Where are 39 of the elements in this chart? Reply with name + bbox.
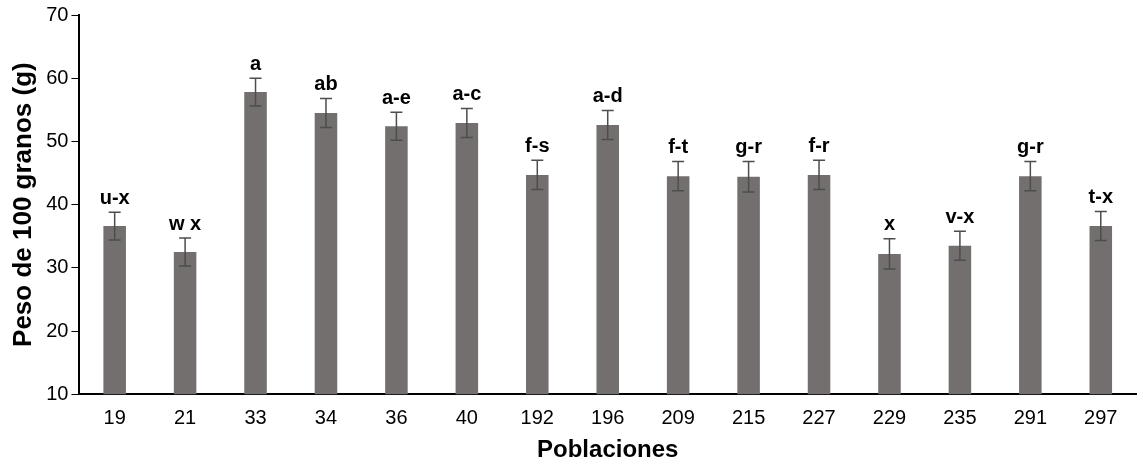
annotation: w x xyxy=(167,211,202,234)
y-tick-label: 60 xyxy=(46,65,69,88)
x-tick-label: 215 xyxy=(731,405,766,428)
x-tick-label: 297 xyxy=(1084,405,1118,428)
annotation: t-x xyxy=(1088,185,1114,208)
x-tick-label: 227 xyxy=(802,405,836,428)
x-tick-label: 291 xyxy=(1013,405,1048,428)
annotation: a xyxy=(249,51,262,74)
annotation: ab xyxy=(314,71,338,94)
annotation: f-r xyxy=(808,133,830,156)
y-tick-label: 40 xyxy=(46,192,69,215)
y-tick-label: 70 xyxy=(46,2,69,25)
x-tick-label: 235 xyxy=(943,405,977,428)
x-tick-label: 33 xyxy=(244,405,267,428)
x-tick-label: 209 xyxy=(661,405,695,428)
x-tick-label: 40 xyxy=(455,405,478,428)
x-tick-label: 229 xyxy=(872,405,907,428)
x-tick-label: 34 xyxy=(314,405,338,428)
annotation: a-d xyxy=(592,83,623,106)
annotation: g-r xyxy=(735,135,763,158)
y-tick-label: 30 xyxy=(46,255,69,278)
annotation: a-c xyxy=(452,82,482,105)
annotation: a-e xyxy=(381,85,411,108)
y-axis-title: Peso de 100 granos (g) xyxy=(6,62,37,347)
x-tick-label: 21 xyxy=(173,405,197,428)
x-tick-label: 36 xyxy=(385,405,408,428)
x-tick-label: 19 xyxy=(103,405,126,428)
annotation: x xyxy=(883,212,896,235)
y-tick-label: 20 xyxy=(46,318,69,341)
y-tick-label: 10 xyxy=(46,381,69,404)
annotation: g-r xyxy=(1017,135,1044,158)
annotation: f-t xyxy=(668,135,689,158)
y-tick-label: 50 xyxy=(46,128,69,151)
x-axis-title: Poblaciones xyxy=(537,435,679,463)
x-tick-label: 192 xyxy=(520,405,554,428)
annotation: v-x xyxy=(945,204,975,227)
annotation: f-s xyxy=(525,133,550,156)
annotation: u-x xyxy=(99,185,130,208)
x-tick-label: 196 xyxy=(591,405,625,428)
